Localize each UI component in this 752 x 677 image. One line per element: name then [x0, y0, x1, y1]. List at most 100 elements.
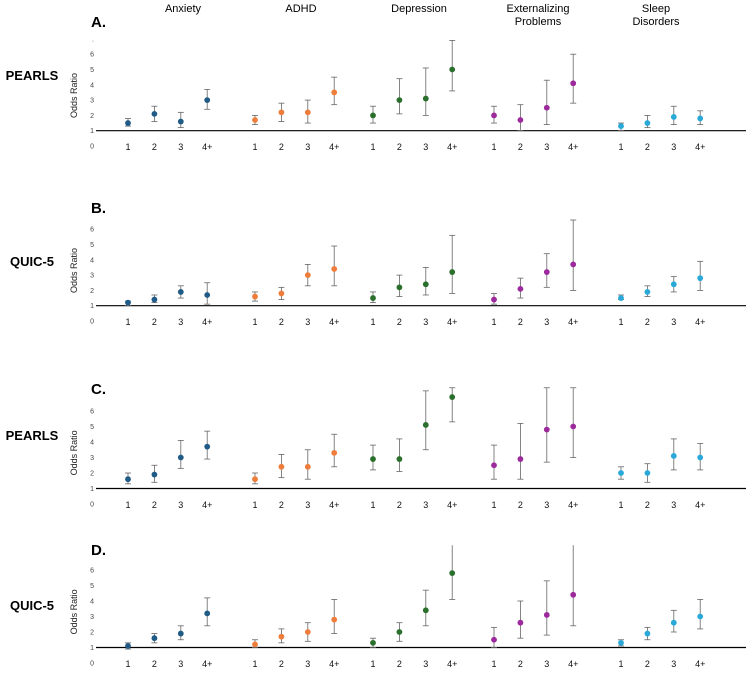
- x-tick-label: 1: [618, 659, 623, 669]
- data-point: [697, 613, 704, 620]
- data-point: [422, 607, 429, 614]
- data-point: [449, 66, 456, 73]
- x-tick-label: 1: [125, 142, 130, 152]
- y-tick-label: 0: [90, 502, 94, 509]
- data-point: [278, 109, 285, 116]
- data-point: [370, 295, 376, 301]
- header-sleep: Sleep: [642, 3, 670, 15]
- row-label: QUIC-5: [10, 254, 54, 269]
- x-tick-label: 1: [491, 142, 496, 152]
- data-point: [125, 643, 131, 649]
- data-point: [670, 453, 677, 459]
- data-point: [670, 281, 677, 288]
- data-point: [151, 296, 158, 303]
- data-point: [670, 114, 677, 120]
- data-point: [570, 261, 577, 268]
- y-tick-label: 1: [90, 128, 94, 135]
- y-tick-label: 6: [90, 409, 94, 416]
- x-tick-label: 1: [618, 317, 623, 327]
- panel-letter: B.: [91, 200, 106, 217]
- x-tick-label: 1: [370, 659, 375, 669]
- data-point: [204, 97, 211, 103]
- x-tick-label: 2: [152, 317, 157, 327]
- row-label: PEARLS: [6, 428, 59, 443]
- y-tick-label: 5: [90, 583, 94, 590]
- y-tick-label: 4: [90, 82, 94, 89]
- y-tick-label: 2: [90, 113, 94, 120]
- x-tick-label: 2: [397, 142, 402, 152]
- data-point: [618, 470, 624, 476]
- x-tick-label: 1: [125, 317, 130, 327]
- data-point: [491, 636, 497, 643]
- x-tick-label: 4+: [695, 659, 705, 669]
- y-tick-label: 2: [90, 630, 94, 637]
- x-tick-label: 2: [645, 317, 650, 327]
- x-tick-label: 3: [423, 317, 428, 327]
- header-externalizing-line2: Problems: [515, 16, 562, 28]
- x-tick-label: 4+: [329, 317, 339, 327]
- data-point: [151, 635, 158, 642]
- x-tick-label: 4+: [568, 142, 578, 152]
- column-headers: Anxiety ADHD Depression Externalizing Pr…: [165, 3, 680, 28]
- y-tick-label: 4: [90, 257, 94, 264]
- panels: A. PEARLS Odds Ratio 0 1 2 3 4 5 6. 1 2 3 4+ 1 2 3 4+ 1 2 3 4…: [6, 14, 746, 669]
- x-tick-label: 4+: [447, 142, 457, 152]
- data-point: [644, 630, 651, 637]
- x-tick-label: 4+: [329, 500, 339, 510]
- data-point: [491, 462, 497, 469]
- x-tick-label: 1: [252, 317, 257, 327]
- data-point: [151, 110, 158, 117]
- data-point: [543, 104, 550, 111]
- x-tick-label: 2: [152, 142, 157, 152]
- data-point: [331, 449, 338, 456]
- y-tick-label: 0: [90, 319, 94, 326]
- x-tick-label: 3: [305, 142, 310, 152]
- data-point: [644, 470, 651, 476]
- x-tick-label: 4+: [329, 142, 339, 152]
- x-tick-label: 3: [671, 659, 676, 669]
- y-tick-label: 3: [90, 614, 94, 621]
- data-point: [517, 619, 524, 626]
- data-point: [204, 610, 211, 617]
- data-point: [449, 570, 456, 576]
- y-tick-label: 0: [90, 144, 94, 151]
- x-tick-label: 3: [544, 142, 549, 152]
- data-point: [125, 120, 131, 126]
- y-axis-label: Odds Ratio: [69, 248, 79, 293]
- x-tick-label: 4+: [568, 659, 578, 669]
- y-tick-label: 1: [90, 303, 94, 310]
- x-tick-label: 2: [645, 659, 650, 669]
- data-point: [517, 117, 524, 123]
- x-tick-label: 4+: [447, 500, 457, 510]
- y-axis-label: Odds Ratio: [69, 73, 79, 118]
- data-point: [396, 456, 403, 462]
- y-tick-label: 5: [90, 242, 94, 249]
- x-tick-label: 2: [518, 317, 523, 327]
- y-tick-label: 6: [90, 568, 94, 575]
- x-tick-label: 1: [618, 142, 623, 152]
- panel-2: C. PEARLS Odds Ratio 0 1 2 3 4 5 6 1 2 3 4+ 1 2 3 4+ 1 2 3 4+…: [6, 381, 746, 510]
- data-point: [370, 112, 376, 119]
- x-tick-label: 4+: [202, 500, 212, 510]
- x-tick-label: 1: [252, 659, 257, 669]
- x-tick-label: 3: [671, 317, 676, 327]
- x-tick-label: 2: [397, 659, 402, 669]
- row-label: QUIC-5: [10, 598, 54, 613]
- data-point: [618, 639, 624, 646]
- data-point: [252, 293, 258, 300]
- y-tick-label: 4: [90, 440, 94, 447]
- x-tick-label: 2: [645, 500, 650, 510]
- x-tick-label: 3: [178, 142, 183, 152]
- data-point: [570, 423, 577, 430]
- data-point: [422, 281, 429, 288]
- data-point: [449, 394, 456, 400]
- x-tick-label: 2: [279, 317, 284, 327]
- x-tick-label: 2: [279, 500, 284, 510]
- x-tick-label: 3: [671, 500, 676, 510]
- data-point: [570, 591, 577, 598]
- x-tick-label: 4+: [695, 500, 705, 510]
- data-point: [396, 629, 403, 635]
- data-point: [252, 476, 258, 483]
- header-externalizing: Externalizing: [507, 3, 570, 15]
